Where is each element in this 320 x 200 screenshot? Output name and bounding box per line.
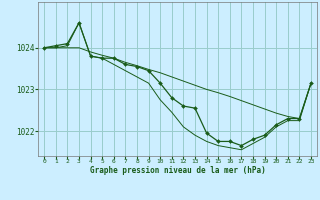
X-axis label: Graphe pression niveau de la mer (hPa): Graphe pression niveau de la mer (hPa) (90, 166, 266, 175)
